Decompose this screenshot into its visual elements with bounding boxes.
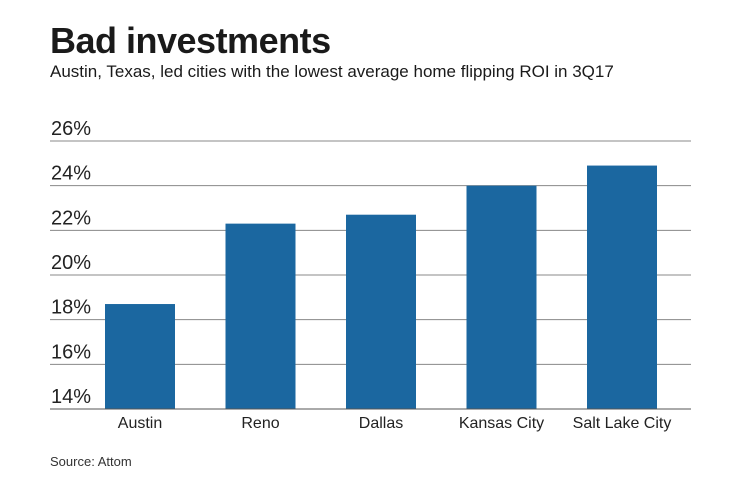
y-tick-label: 22% [51, 207, 91, 229]
x-category-label: Dallas [359, 415, 403, 432]
x-category-label: Austin [118, 415, 162, 432]
y-tick-label: 16% [51, 341, 91, 363]
x-category-label: Kansas City [459, 415, 544, 432]
bar-kansas-city [466, 185, 537, 409]
chart-subtitle: Austin, Texas, led cities with the lowes… [50, 62, 614, 81]
source-note: Source: Attom [50, 454, 132, 469]
y-tick-label: 14% [51, 386, 91, 408]
x-category-label: Salt Lake City [573, 415, 672, 432]
x-category-label: Reno [241, 415, 279, 432]
bar-dallas [346, 214, 416, 409]
y-tick-label: 18% [51, 297, 91, 319]
chart-title: Bad investments [50, 20, 331, 61]
bar-reno [225, 223, 296, 409]
y-tick-label: 26% [51, 118, 91, 140]
y-tick-label: 20% [51, 252, 91, 274]
bar-austin [105, 304, 175, 409]
bar-salt-lake-city [587, 165, 657, 409]
y-tick-label: 24% [51, 163, 91, 185]
